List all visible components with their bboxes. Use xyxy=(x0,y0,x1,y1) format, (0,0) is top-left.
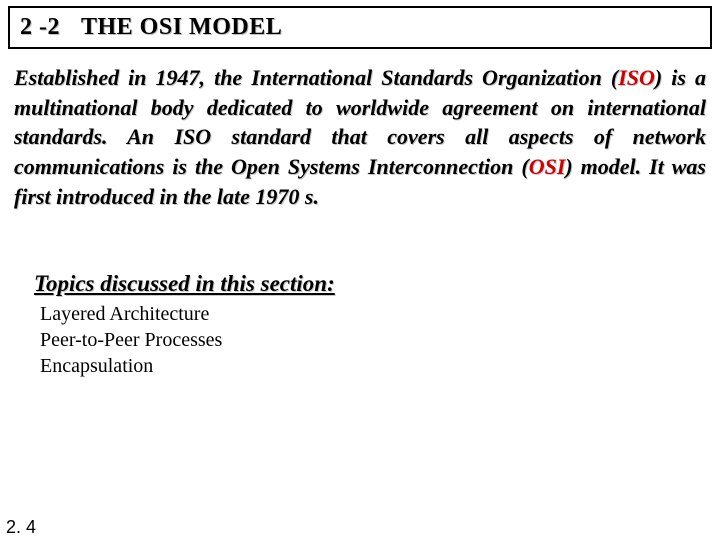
list-item: Peer-to-Peer Processes xyxy=(40,327,720,353)
page-number: 2. 4 xyxy=(6,517,36,538)
topics-heading: Topics discussed in this section: xyxy=(34,271,720,297)
list-item: Encapsulation xyxy=(40,353,720,379)
section-number: 2 -2 xyxy=(20,14,60,40)
iso-accent: ISO xyxy=(618,65,655,90)
header-title-text: THE OSI MODEL xyxy=(81,14,282,40)
header-box: 2 -2 THE OSI MODEL xyxy=(8,6,712,49)
osi-accent: OSI xyxy=(529,154,566,179)
list-item: Layered Architecture xyxy=(40,301,720,327)
topics-list: Layered Architecture Peer-to-Peer Proces… xyxy=(40,301,720,379)
header-title xyxy=(64,14,77,40)
para-seg1: Established in 1947, the International S… xyxy=(14,65,618,90)
body-paragraph: Established in 1947, the International S… xyxy=(14,63,706,211)
